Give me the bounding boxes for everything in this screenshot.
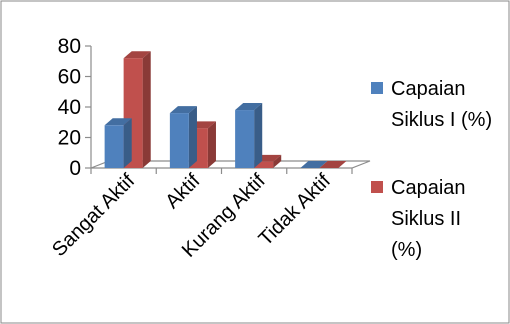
bar-top-face [319,161,347,168]
bar-siklus-1 [104,118,132,168]
bar-siklus-2 [319,161,347,169]
y-tick-label: 20 [58,127,81,150]
legend-swatch [371,82,383,94]
bar-side-face [123,118,132,168]
bar-top-face [169,106,197,114]
y-tick-label: 80 [58,35,81,58]
bar-side-face [254,103,263,168]
legend-entry: Capaian Siklus I (%) [371,78,492,131]
bar-siklus-2 [123,51,151,169]
legend-label: Capaian [391,177,466,199]
bar-front-face [235,110,255,168]
y-tick-label: 40 [58,96,81,119]
legend-label: Siklus I (%) [391,109,492,131]
bar-siklus-1 [300,161,328,169]
bar-top-face [300,161,328,168]
bar-top-face [104,118,132,126]
bar-side-face [207,121,216,168]
bar-siklus-1 [235,103,263,168]
bar-top-face [123,51,151,59]
legend: Capaian Siklus I (%) Capaian Siklus II (%) [371,78,492,261]
bar-side-face [188,106,197,168]
bar-top-face [235,103,263,111]
legend-label: (%) [391,239,422,261]
legend-swatch [371,181,383,193]
value-axis: 0 20 40 60 80 [58,35,353,180]
bar-layer [104,51,347,169]
bar-front-face [254,161,274,168]
bar-side-face [273,154,282,168]
bar-side-face [142,51,151,169]
y-tick-label: 0 [69,157,81,180]
y-tick-label: 60 [58,66,81,89]
bar-front-face [104,125,124,168]
legend-label: Capaian [391,78,466,100]
legend-entry: Capaian Siklus II (%) [371,177,466,261]
legend-label: Siklus II [391,208,461,230]
bar-front-face [169,113,189,168]
bar-siklus-1 [169,106,197,168]
